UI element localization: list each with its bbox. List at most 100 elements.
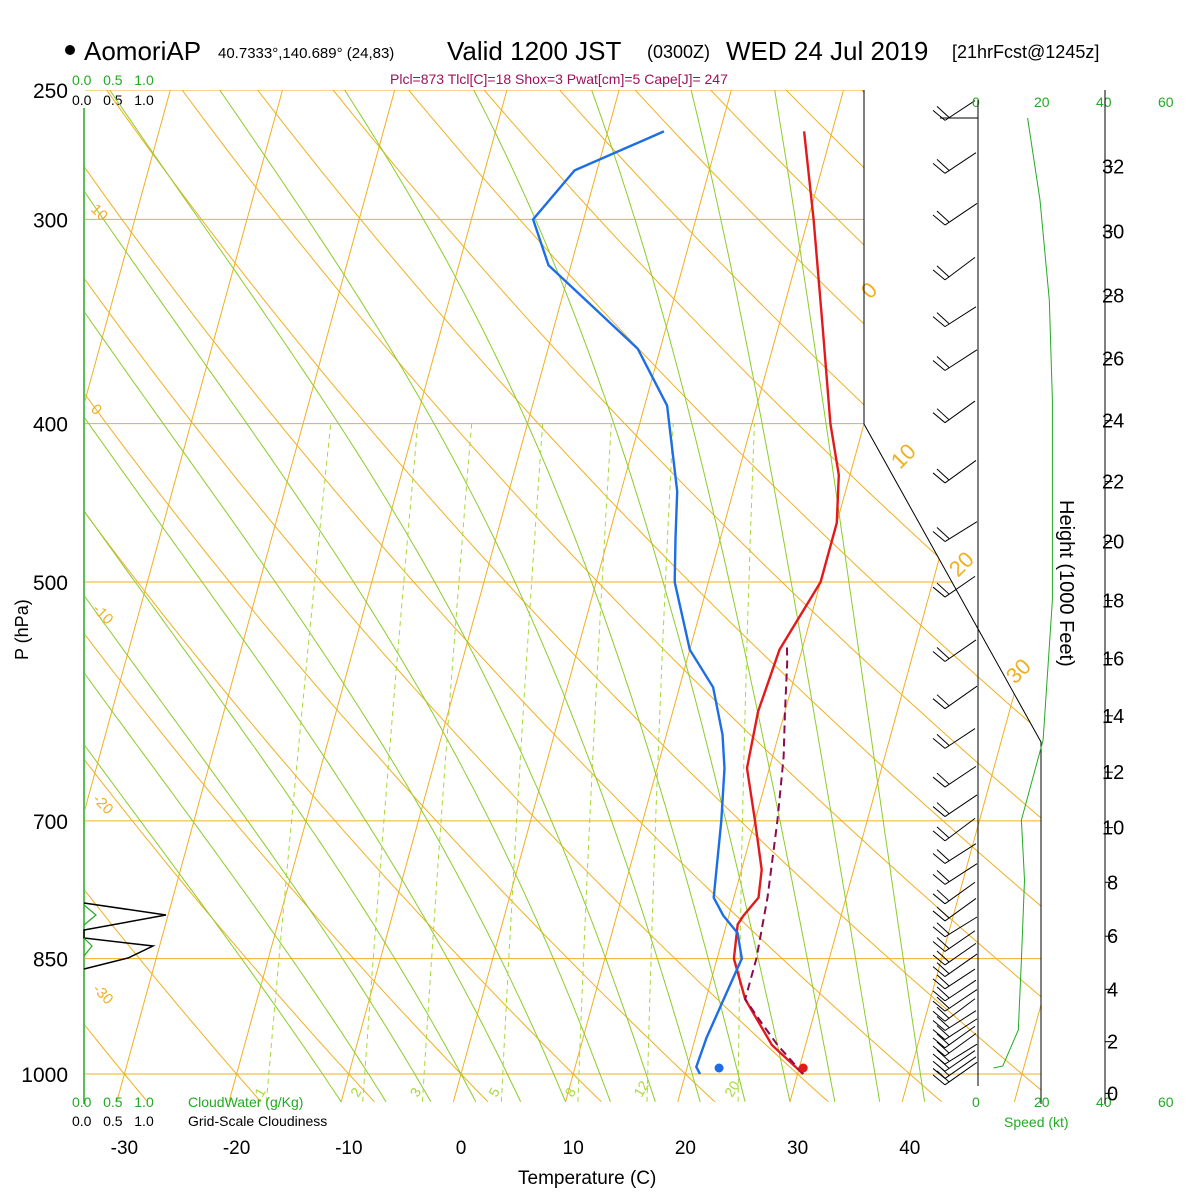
wind-barb-flag xyxy=(936,210,950,223)
wind-barb-flag xyxy=(936,105,950,118)
wind-barb-flag xyxy=(932,941,946,952)
wind-barb-staff xyxy=(944,306,977,328)
wind-barb-flag xyxy=(936,996,950,1009)
wind-barb-staff xyxy=(944,349,978,371)
mixing-ratio-line xyxy=(737,423,755,1102)
dry-adiabat-line xyxy=(682,90,1041,1103)
temperature-tick-label: -20 xyxy=(223,1138,250,1159)
wind-barb-flag xyxy=(936,158,950,171)
moist-adiabat-line xyxy=(85,90,522,1103)
wind-barb-flag xyxy=(932,162,946,174)
sounding-profiles xyxy=(531,130,841,1075)
temperature-tick-label: 0 xyxy=(456,1138,467,1159)
wind-barb-staff xyxy=(944,1010,977,1031)
dry-adiabat-line xyxy=(533,90,1041,1103)
wind-barb-flag xyxy=(936,906,950,919)
dry-adiabat-line xyxy=(757,90,1041,1103)
dry-adiabat-line xyxy=(160,90,1041,1103)
height-tick-label: 24 xyxy=(1102,411,1124,433)
wind-barb-flag xyxy=(936,1006,950,1019)
forecast-info: [21hrFcst@1245z] xyxy=(952,42,1099,62)
height-tick-label: 32 xyxy=(1102,156,1124,178)
height-tick-label: 20 xyxy=(1102,532,1124,554)
mixing-ratio-line xyxy=(646,423,674,1102)
valid-date: WED 24 Jul 2019 xyxy=(726,36,928,66)
wind-barb-flag xyxy=(932,978,946,990)
cloudwater-scale-top: 0.0 0.5 1.0 xyxy=(72,72,154,88)
wind-barb-staff xyxy=(944,953,978,978)
mixing-ratio-line xyxy=(500,423,544,1102)
wind-barb-flag xyxy=(932,531,946,542)
wind-barb-staff xyxy=(944,930,976,952)
speed-label: Speed (kt) xyxy=(1004,1114,1069,1130)
height-tick-label: 18 xyxy=(1102,591,1124,613)
mixing-ratio-line xyxy=(421,423,473,1102)
wind-barb-staff xyxy=(944,898,977,922)
isotherm-label: 0 xyxy=(87,401,105,419)
isotherm-label: 10 xyxy=(87,201,111,225)
wind-barb-flag xyxy=(936,1016,950,1028)
speed-tick-bottom: 0 xyxy=(972,1094,980,1110)
wind-barb-flag xyxy=(932,1010,946,1022)
wind-barb-flag xyxy=(936,889,950,902)
moist-adiabat-line xyxy=(769,90,926,1102)
wind-barb-staff xyxy=(944,989,978,1012)
dry-adiabat-line xyxy=(832,90,1041,1103)
wind-barb-flag xyxy=(936,356,950,368)
temperature-tick-label: 10 xyxy=(563,1138,584,1159)
wind-barb-staff xyxy=(944,817,976,842)
wind-barb-flag xyxy=(932,1074,946,1086)
wind-barb-flag xyxy=(936,1049,950,1062)
isotherm-line xyxy=(85,90,284,1075)
station-name: AomoriAP xyxy=(84,36,201,66)
station-coords: 40.7333°,140.689° (24,83) xyxy=(218,45,394,62)
mixing-ratio-label: 5 xyxy=(485,1085,503,1100)
dry-adiabat-grid xyxy=(85,61,1200,1103)
dry-adiabat-line xyxy=(85,90,1041,1103)
wind-barb-flag xyxy=(932,1037,946,1049)
dry-adiabat-line xyxy=(981,90,1041,1103)
wind-barb-staff xyxy=(944,152,977,174)
dry-adiabat-line xyxy=(85,90,262,1103)
dry-adiabat-label: 10 xyxy=(886,439,921,474)
valid-time: Valid 1200 JST xyxy=(447,36,622,66)
wind-barb-staff xyxy=(944,1025,976,1049)
moist-adiabat-line xyxy=(85,90,387,1103)
pressure-tick-label: 1000 xyxy=(21,1064,68,1087)
height-tick-label: 8 xyxy=(1107,872,1118,894)
speed-tick-top: 40 xyxy=(1096,94,1112,110)
speed-tick-top: 20 xyxy=(1034,94,1050,110)
mixing-ratio-line xyxy=(265,423,332,1102)
wind-barb-staff xyxy=(944,1033,977,1057)
wind-barb-staff xyxy=(944,203,978,226)
wind-barb-flag xyxy=(932,1020,946,1031)
mixing-ratio-line xyxy=(362,423,419,1102)
moist-adiabat-line xyxy=(683,90,881,1102)
wind-barb-flag xyxy=(932,954,946,966)
moist-adiabat-line xyxy=(85,90,432,1103)
height-tick-label: 10 xyxy=(1102,818,1124,840)
wind-barb-flag xyxy=(932,316,946,328)
pressure-tick-label: 850 xyxy=(33,949,68,972)
height-tick-label: 0 xyxy=(1107,1083,1118,1105)
dry-adiabat-label: 0 xyxy=(856,277,882,303)
dry-adiabat-line xyxy=(1131,61,1200,1102)
wind-barb-staff xyxy=(944,521,978,542)
wind-barb-flag xyxy=(936,527,950,539)
dry-adiabat-label: 30 xyxy=(1001,654,1036,689)
wind-barb-flag xyxy=(932,1029,946,1040)
wind-barb-staff xyxy=(944,863,978,885)
isotherm-line xyxy=(116,1073,125,1102)
height-tick-label: 28 xyxy=(1102,286,1124,308)
wind-barb-staff xyxy=(944,942,977,966)
surface-temperature-marker xyxy=(798,1063,808,1073)
isotherm-line xyxy=(565,1073,574,1102)
isotherm-label: -20 xyxy=(89,791,116,818)
isotherm-line xyxy=(5,1074,13,1102)
wind-barb-flag xyxy=(936,312,950,324)
wind-barb-staff xyxy=(944,1043,978,1065)
wind-barb-staff xyxy=(944,728,976,749)
wind-barb-flag xyxy=(936,1064,950,1076)
